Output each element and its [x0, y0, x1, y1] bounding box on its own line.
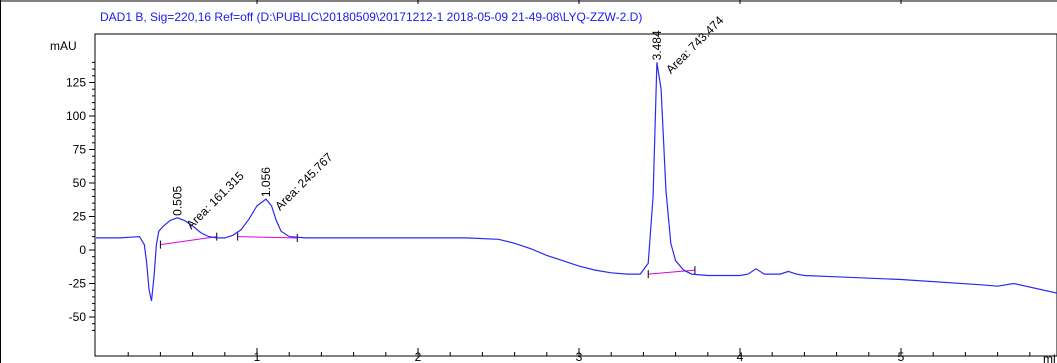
- x-axis-label-fragment: mi: [1043, 352, 1056, 363]
- peak-labels: 0.505 Area: 161.315 1.056 Area: 245.767 3.48…: [170, 13, 726, 232]
- x-tick-label: 5: [898, 350, 905, 363]
- y-tick-label: -25: [69, 277, 87, 291]
- x-tick-label: 3: [576, 350, 583, 363]
- y-tick-label: 125: [66, 76, 86, 90]
- peak-area-label: Area: 743.474: [663, 13, 726, 76]
- signal-info-header: DAD1 B, Sig=220,16 Ref=off (D:\PUBLIC\20…: [100, 10, 642, 24]
- peak-retention-time-label: 3.484: [650, 30, 664, 60]
- x-tick-label: 1: [254, 350, 261, 363]
- signal-trace: [96, 62, 1057, 302]
- x-tick-label: 4: [737, 350, 744, 363]
- plot-frame: [94, 33, 1057, 357]
- peak-baseline: [160, 236, 217, 246]
- peak-area-label: Area: 161.315: [184, 169, 247, 232]
- y-tick-label: 50: [73, 176, 87, 190]
- y-tick-label: -50: [69, 310, 87, 324]
- peak-baseline: [237, 236, 298, 239]
- y-tick-label: 0: [79, 243, 86, 257]
- x-axis-ticks: 1 2 3 4 5: [127, 348, 1031, 363]
- peak-area-label: Area: 245.767: [272, 150, 335, 213]
- peak-retention-time-label: 0.505: [170, 185, 184, 215]
- y-axis-ticks: -50 -25 0 25 50 75 100 125: [66, 61, 95, 331]
- peak-retention-time-label: 1.056: [259, 167, 273, 197]
- peak-baseline: [648, 269, 695, 275]
- y-tick-label: 25: [73, 210, 87, 224]
- integration-baselines: [159, 232, 696, 279]
- y-tick-label: 75: [73, 143, 87, 157]
- x-tick-label: 2: [415, 350, 422, 363]
- y-axis-label: mAU: [50, 39, 77, 53]
- y-tick-label: 100: [66, 109, 86, 123]
